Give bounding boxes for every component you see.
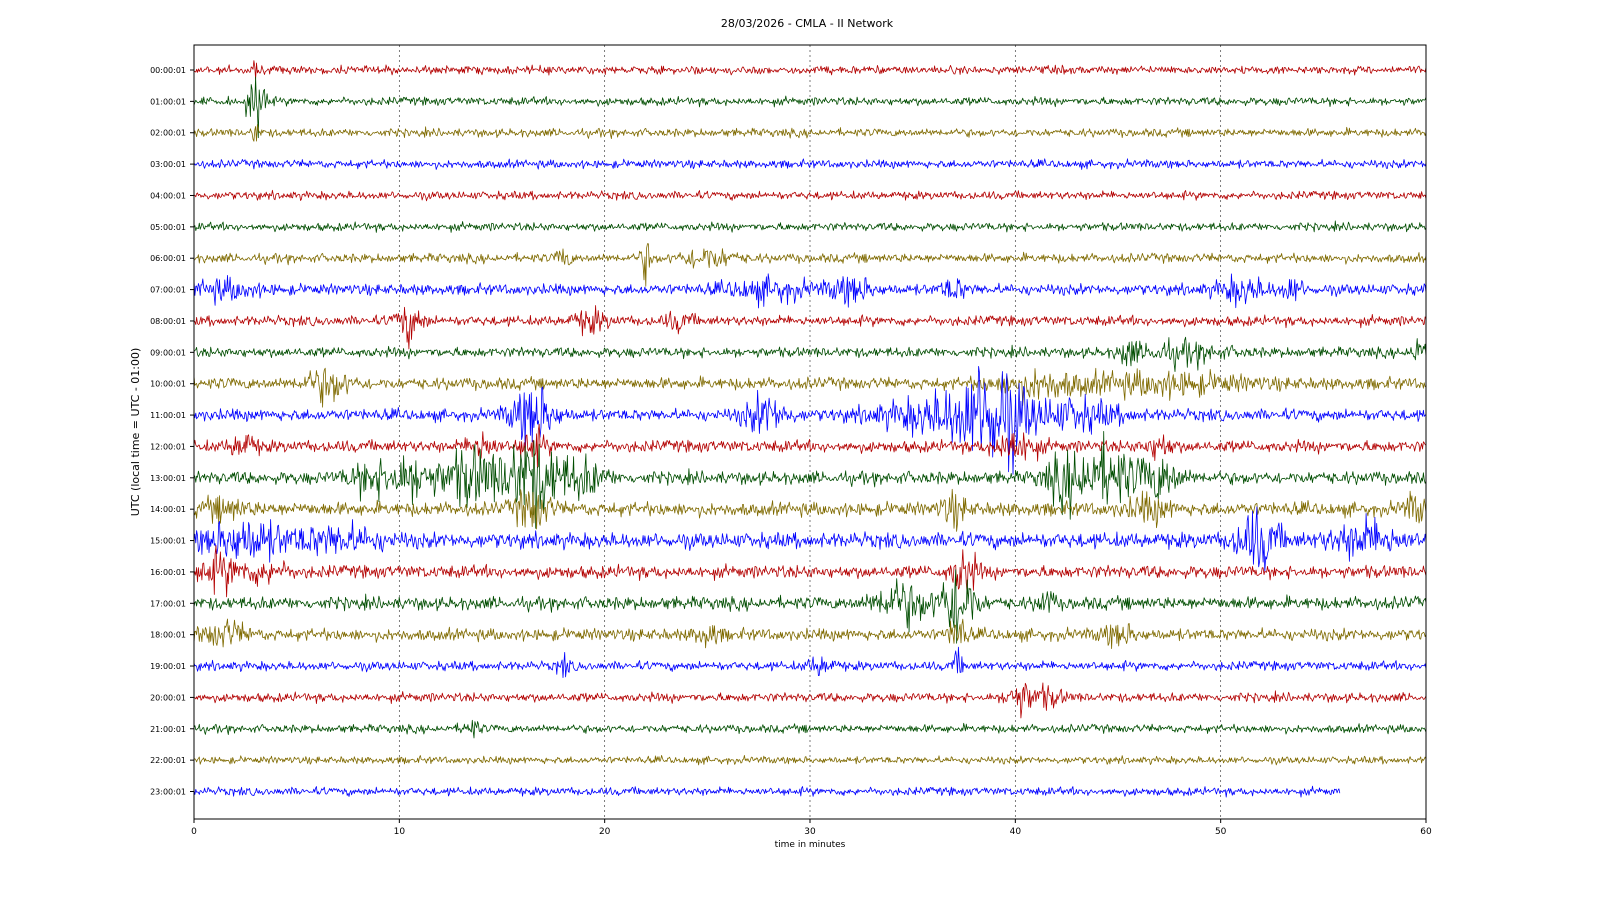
trace-20-00-01 [193, 682, 1427, 719]
trace-23-00-01 [193, 785, 1341, 798]
y-tick-label: 12:00:01 [150, 442, 186, 451]
trace-10-00-01 [193, 367, 1427, 408]
x-tick-label: 30 [804, 827, 816, 837]
y-tick-label: 18:00:01 [150, 631, 186, 640]
trace-11-00-01 [193, 366, 1427, 475]
y-tick-label: 19:00:01 [150, 662, 186, 671]
y-tick-label: 00:00:01 [150, 66, 186, 75]
trace-17-00-01 [193, 569, 1427, 644]
x-tick-labels: 0 10 20 30 40 50 60 [191, 819, 1432, 837]
y-tick-label: 21:00:01 [150, 725, 186, 734]
trace-18-00-01 [193, 618, 1427, 649]
y-tick-label: 15:00:01 [150, 537, 186, 546]
trace-07-00-01 [193, 273, 1427, 309]
trace-08-00-01 [193, 305, 1427, 350]
trace-01-00-01 [193, 76, 1427, 139]
trace-16-00-01 [193, 545, 1427, 598]
trace-09-00-01 [193, 336, 1427, 372]
y-tick-label: 07:00:01 [150, 286, 186, 295]
y-tick-label: 17:00:01 [150, 599, 186, 608]
y-tick-label: 20:00:01 [150, 693, 186, 702]
y-tick-label: 08:00:01 [150, 317, 186, 326]
y-tick-label: 14:00:01 [150, 505, 186, 514]
y-tick-label: 04:00:01 [150, 191, 186, 200]
trace-00-00-01 [193, 60, 1427, 80]
y-tick-label: 22:00:01 [150, 756, 186, 765]
y-tick-label: 09:00:01 [150, 348, 186, 357]
x-tick-label: 40 [1010, 827, 1022, 837]
trace-02-00-01 [193, 124, 1427, 142]
trace-22-00-01 [193, 755, 1427, 766]
trace-21-00-01 [193, 719, 1427, 739]
plot-frame [193, 44, 1427, 820]
y-tick-label: 03:00:01 [150, 160, 186, 169]
trace-12-00-01 [193, 423, 1427, 469]
y-axis-label: UTC (local time = UTC - 01:00) [129, 348, 142, 517]
trace-05-00-01 [193, 220, 1427, 233]
y-tick-label: 06:00:01 [150, 254, 186, 263]
y-tick-label: 05:00:01 [150, 223, 186, 232]
trace-13-00-01 [193, 431, 1427, 529]
trace-14-00-01 [193, 488, 1427, 532]
y-tick-labels: 00:00:01 01:00:01 02:00:01 03:00:01 04:00:01… [150, 66, 194, 797]
y-tick-label: 01:00:01 [150, 97, 186, 106]
x-tick-label: 0 [191, 827, 197, 837]
trace-15-00-01 [193, 506, 1427, 573]
x-tick-label: 10 [394, 827, 406, 837]
y-tick-label: 02:00:01 [150, 129, 186, 138]
trace-03-00-01 [193, 158, 1427, 170]
y-tick-label: 13:00:01 [150, 474, 186, 483]
x-tick-label: 60 [1420, 827, 1432, 837]
y-tick-label: 10:00:01 [150, 380, 186, 389]
x-axis-label: time in minutes [775, 840, 846, 850]
trace-06-00-01 [193, 243, 1427, 287]
x-tick-label: 50 [1215, 827, 1227, 837]
y-tick-label: 11:00:01 [150, 411, 186, 420]
trace-19-00-01 [193, 646, 1427, 678]
y-tick-label: 23:00:01 [150, 788, 186, 797]
seismogram-traces [193, 60, 1427, 798]
x-tick-label: 20 [599, 827, 611, 837]
chart-title: 28/03/2026 - CMLA - II Network [721, 17, 894, 30]
grid-lines [398, 45, 1222, 819]
trace-04-00-01 [193, 189, 1427, 202]
y-tick-label: 16:00:01 [150, 568, 186, 577]
